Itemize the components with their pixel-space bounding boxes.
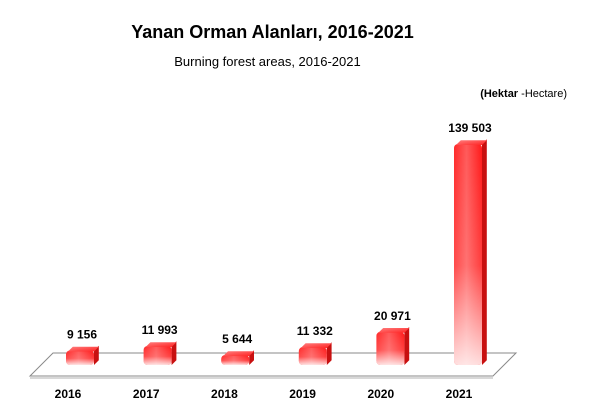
chart-floor <box>28 352 518 377</box>
chart-subtitle: Burning forest areas, 2016-2021 <box>174 54 361 69</box>
chart-title: Yanan Orman Alanları, 2016-2021 <box>131 22 414 42</box>
bar-side <box>482 139 487 365</box>
bar-side <box>404 326 410 365</box>
value-label-2019: 11 332 <box>297 324 333 338</box>
bar-side <box>326 342 332 365</box>
bar-2019 <box>298 342 332 365</box>
category-label-2018: 2018 <box>211 387 238 401</box>
bar-fade <box>376 331 405 365</box>
bar-side <box>171 341 177 365</box>
value-label-2021: 139 503 <box>448 121 492 135</box>
unit-label-primary: (Hektar <box>480 88 519 100</box>
bar-top <box>378 327 410 333</box>
bar-2018 <box>221 350 254 365</box>
bar-2016 <box>66 345 99 365</box>
bar-side <box>94 345 99 365</box>
category-label-2020: 2020 <box>367 387 394 401</box>
unit-label-secondary: -Hectare) <box>518 88 567 100</box>
category-label-2019: 2019 <box>289 387 316 401</box>
bar-fade <box>66 350 94 365</box>
value-label-2017: 11 993 <box>142 323 178 337</box>
bar-2021 <box>454 139 487 365</box>
bar-fade <box>143 346 172 365</box>
unit-label: (Hektar -Hectare) <box>480 88 567 100</box>
bar-2017 <box>143 341 177 365</box>
bar-top <box>456 140 487 145</box>
value-label-2020: 20 971 <box>374 309 411 323</box>
category-label-2016: 2016 <box>55 387 82 401</box>
bar-top <box>300 343 332 349</box>
bar-fade <box>221 355 250 365</box>
bar-2020 <box>376 326 410 365</box>
bar-top <box>68 346 99 352</box>
value-label-2018: 5 644 <box>222 332 252 346</box>
bar-top <box>223 351 254 356</box>
category-label-2017: 2017 <box>133 387 160 401</box>
bar-top <box>145 342 177 348</box>
bar-fade <box>298 347 327 365</box>
value-label-2016: 9 156 <box>67 327 97 341</box>
category-label-2021: 2021 <box>446 387 473 401</box>
bar-fade <box>454 144 482 365</box>
